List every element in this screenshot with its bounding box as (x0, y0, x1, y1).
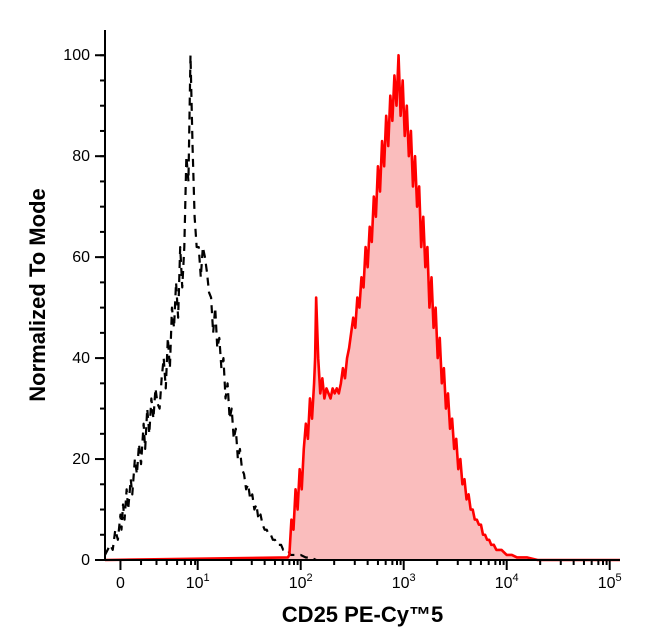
flow-cytometry-histogram: 0204060801000101102103104105CD25 PE-Cy™5… (0, 0, 646, 641)
y-axis-label: Normalized To Mode (25, 188, 50, 402)
x-tick-label: 0 (116, 575, 125, 592)
y-tick-label: 40 (72, 350, 90, 367)
y-tick-label: 20 (72, 451, 90, 468)
y-tick-label: 100 (63, 47, 90, 64)
chart-svg: 0204060801000101102103104105CD25 PE-Cy™5… (0, 0, 646, 641)
y-tick-label: 80 (72, 148, 90, 165)
x-axis-label: CD25 PE-Cy™5 (282, 602, 443, 627)
y-tick-label: 60 (72, 249, 90, 266)
y-tick-label: 0 (81, 552, 90, 569)
